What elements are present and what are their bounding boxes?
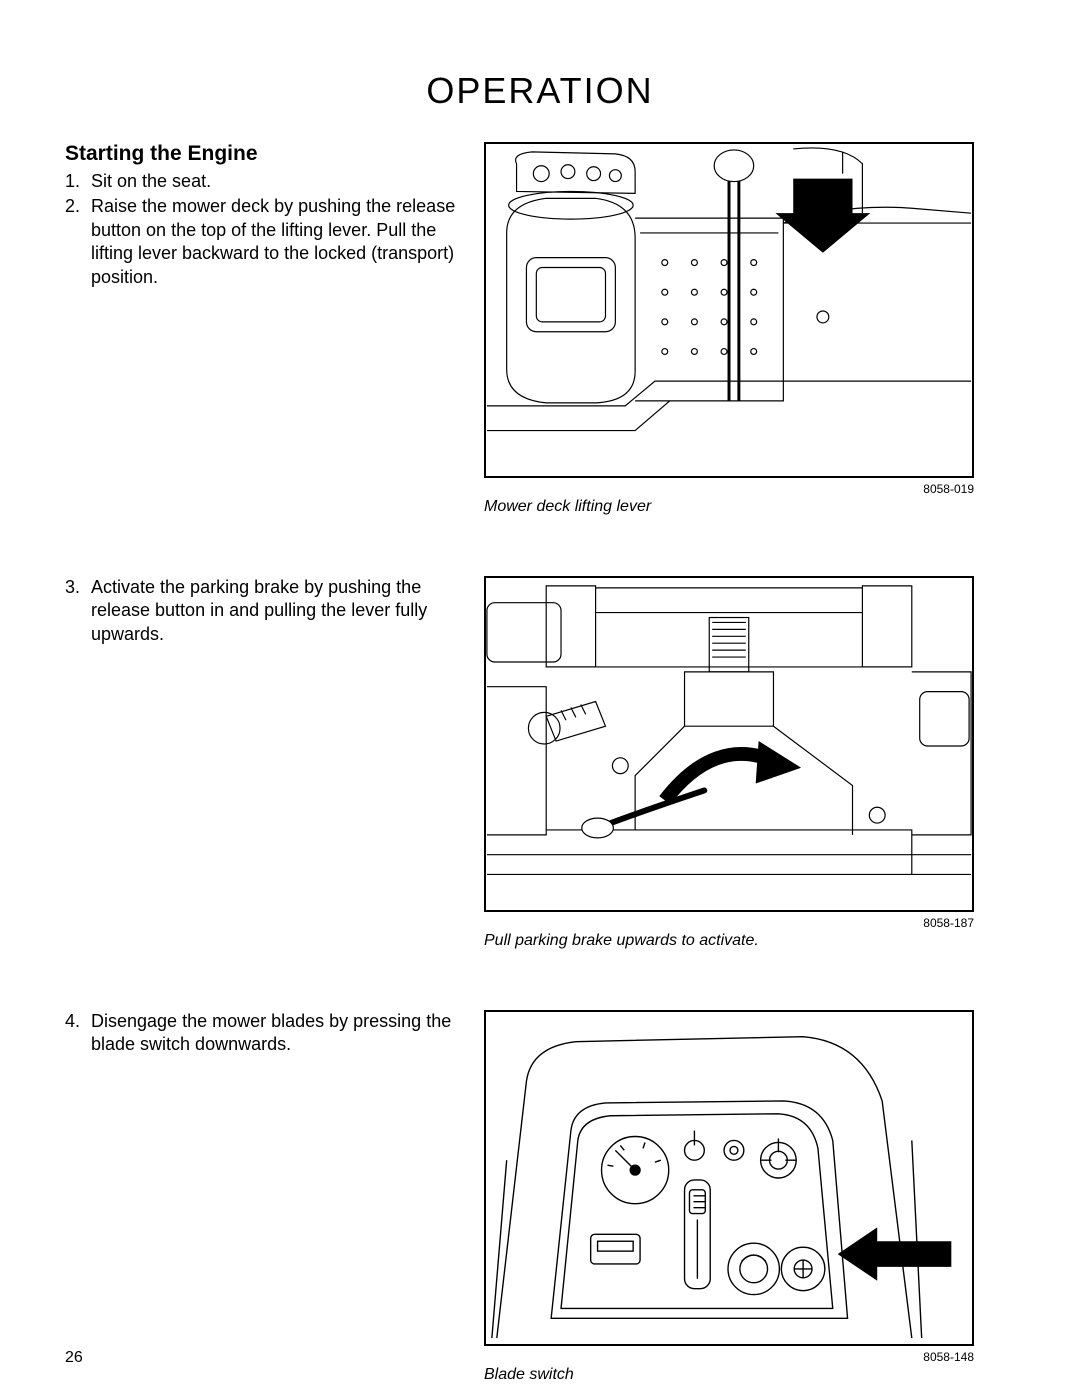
figure-3 [484,1010,974,1346]
steps-1-2: Sit on the seat. Raise the mower deck by… [65,170,460,289]
steps-3: Activate the parking brake by pushing th… [65,576,460,646]
arrow-curve-up-icon [665,741,801,800]
page: OPERATION Starting the Engine Sit on the… [0,0,1080,1397]
step-1: Sit on the seat. [65,170,460,193]
figure-3-drawing [486,1012,972,1344]
figure-1-code: 8058-019 [484,482,974,496]
figure-col-2: 8058-187 Pull parking brake upwards to a… [484,576,1015,950]
row-3: Disengage the mower blades by pressing t… [65,1010,1015,1384]
figure-col-1: 8058-019 Mower deck lifting lever [484,142,1015,516]
step-2: Raise the mower deck by pushing the rele… [65,195,460,289]
text-col-3: Disengage the mower blades by pressing t… [65,1010,460,1384]
figure-3-code: 8058-148 [484,1350,974,1364]
figure-1-drawing [486,144,972,476]
figure-2-drawing [486,578,972,910]
figure-2 [484,576,974,912]
row-1: Starting the Engine Sit on the seat. Rai… [65,142,1015,516]
text-col-2: Activate the parking brake by pushing th… [65,576,460,950]
section-heading: Starting the Engine [65,142,460,166]
figure-3-caption: Blade switch [484,1366,1015,1384]
figure-2-caption: Pull parking brake upwards to activate. [484,932,1015,950]
steps-4: Disengage the mower blades by pressing t… [65,1010,460,1057]
step-4: Disengage the mower blades by pressing t… [65,1010,460,1057]
arrow-left-icon [833,1215,971,1299]
figure-1 [484,142,974,478]
step-3: Activate the parking brake by pushing th… [65,576,460,646]
page-title: OPERATION [65,70,1015,112]
figure-1-caption: Mower deck lifting lever [484,498,1015,516]
arrow-down-icon [775,179,870,253]
text-col-1: Starting the Engine Sit on the seat. Rai… [65,142,460,516]
row-2: Activate the parking brake by pushing th… [65,576,1015,950]
page-number: 26 [65,1349,83,1367]
figure-2-code: 8058-187 [484,916,974,930]
figure-col-3: 8058-148 Blade switch [484,1010,1015,1384]
